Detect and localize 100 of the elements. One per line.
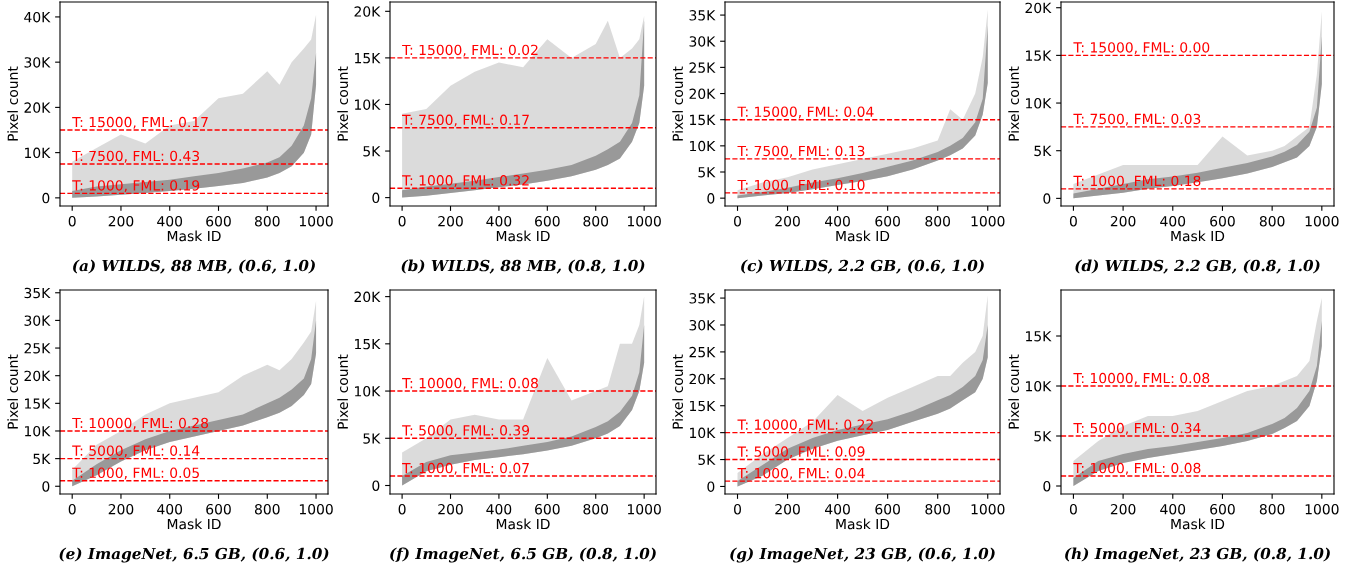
y-tick-label: 35K xyxy=(24,287,51,299)
x-axis-title: Mask ID xyxy=(496,518,550,530)
x-tick-label: 800 xyxy=(925,215,951,227)
x-tick-label: 200 xyxy=(438,503,463,515)
x-tick-label: 0 xyxy=(398,215,406,227)
ref-line-label: T: 5000, FML: 0.14 xyxy=(72,445,200,458)
x-tick-label: 1000 xyxy=(299,503,333,515)
x-axis-title: Mask ID xyxy=(836,518,890,530)
y-tick-label: 20K xyxy=(354,6,381,17)
text: (e) ImageNet, 6.5 GB, (0.6, 1.0) xyxy=(59,547,329,563)
y-tick-label: 0 xyxy=(372,192,380,204)
text: (d) WILDS, 2.2 GB, (0.8, 1.0) xyxy=(1075,259,1320,274)
y-tick-label: 15K xyxy=(355,53,381,64)
x-tick-label: 0 xyxy=(68,215,76,227)
x-tick-label: 600 xyxy=(206,215,231,227)
y-tick-label: 35K xyxy=(689,293,716,304)
x-tick-label: 0 xyxy=(68,503,76,515)
x-tick-label: 600 xyxy=(875,503,900,515)
y-tick-label: 20K xyxy=(1025,2,1052,14)
x-tick-label: 1000 xyxy=(1305,215,1339,227)
text: (h) ImageNet, 23 GB, (0.8, 1.0) xyxy=(1065,547,1330,563)
x-tick-label: 600 xyxy=(535,215,560,227)
y-tick-label: 5K xyxy=(363,433,381,444)
ref-line-label: T: 1000, FML: 0.10 xyxy=(737,179,865,192)
x-tick-label: 600 xyxy=(206,503,231,515)
x-tick-label: 400 xyxy=(1160,215,1186,227)
text: (b) WILDS, 88 MB, (0.8, 1.0) xyxy=(401,259,645,274)
x-tick-label: 1000 xyxy=(971,215,1005,227)
x-tick-label: 1000 xyxy=(299,215,333,227)
x-tick-label: 1000 xyxy=(1305,503,1339,515)
y-axis-title: Pixel count xyxy=(7,354,19,429)
ref-line-label: T: 15000, FML: 0.17 xyxy=(72,116,208,129)
x-tick-label: 800 xyxy=(1259,503,1285,515)
ref-line-label: T: 1000, FML: 0.19 xyxy=(72,180,200,193)
text: (a) WILDS, 88 MB, (0.6, 1.0) xyxy=(73,259,315,274)
y-tick-label: 0 xyxy=(1043,480,1051,492)
y-tick-label: 5K xyxy=(33,453,51,465)
x-axis-title: Mask ID xyxy=(1171,230,1225,242)
y-tick-label: 5K xyxy=(363,146,381,157)
x-axis-title: Mask ID xyxy=(836,230,890,242)
x-tick-label: 0 xyxy=(1069,503,1077,515)
y-axis-title: Pixel count xyxy=(1008,66,1020,141)
x-axis-title: Mask ID xyxy=(167,518,221,530)
y-tick-label: 10K xyxy=(1026,98,1052,109)
x-tick-label: 0 xyxy=(398,503,406,515)
x-tick-label: 600 xyxy=(1210,215,1235,227)
x-tick-label: 800 xyxy=(583,215,609,227)
y-tick-label: 30K xyxy=(24,315,51,326)
ref-line-label: T: 10000, FML: 0.28 xyxy=(72,417,209,430)
text: (c) WILDS, 2.2 GB, (0.6, 1.0) xyxy=(741,259,984,274)
x-tick-label: 200 xyxy=(775,215,800,227)
ref-line-label: T: 10000, FML: 0.08 xyxy=(1073,372,1210,385)
y-tick-label: 10K xyxy=(690,427,716,439)
x-tick-label: 600 xyxy=(1210,503,1235,515)
y-tick-label: 0 xyxy=(372,480,380,491)
y-tick-label: 5K xyxy=(698,454,716,466)
ref-line-label: T: 5000, FML: 0.09 xyxy=(737,446,865,459)
y-tick-label: 20K xyxy=(354,291,381,303)
x-tick-label: 1000 xyxy=(971,503,1005,515)
ref-line-label: T: 10000, FML: 0.22 xyxy=(737,419,873,432)
y-tick-label: 25K xyxy=(24,343,51,354)
x-axis-title: Mask ID xyxy=(167,230,221,242)
y-tick-label: 10K xyxy=(25,147,51,159)
ref-line-label: T: 7500, FML: 0.17 xyxy=(402,114,529,127)
y-tick-label: 35K xyxy=(689,10,716,21)
ref-line-label: T: 1000, FML: 0.07 xyxy=(402,462,529,475)
y-tick-label: 5K xyxy=(698,167,716,178)
y-tick-label: 25K xyxy=(689,62,716,73)
text: (f) ImageNet, 6.5 GB, (0.8, 1.0) xyxy=(390,547,656,563)
ref-line-label: T: 7500, FML: 0.03 xyxy=(1073,113,1201,126)
x-tick-label: 800 xyxy=(925,503,951,515)
y-tick-label: 15K xyxy=(690,400,716,412)
x-axis-title: Mask ID xyxy=(1171,518,1225,530)
y-tick-label: 15K xyxy=(1026,50,1052,61)
ref-line-label: T: 7500, FML: 0.13 xyxy=(737,145,865,158)
y-tick-label: 10K xyxy=(690,140,716,152)
x-tick-label: 400 xyxy=(825,215,850,227)
x-axis-title: Mask ID xyxy=(496,230,550,242)
y-axis-title: Pixel count xyxy=(7,66,19,141)
y-tick-label: 20K xyxy=(689,88,716,100)
ref-line-label: T: 7500, FML: 0.43 xyxy=(72,150,200,163)
x-tick-label: 0 xyxy=(1069,215,1077,227)
x-tick-label: 800 xyxy=(1259,215,1285,227)
x-tick-label: 1000 xyxy=(627,215,661,227)
x-tick-label: 200 xyxy=(438,215,463,227)
y-tick-label: 25K xyxy=(689,346,716,358)
y-tick-label: 0 xyxy=(1043,193,1051,204)
ref-line-label: T: 1000, FML: 0.08 xyxy=(1073,462,1201,475)
x-tick-label: 200 xyxy=(1110,215,1136,227)
ref-line-label: T: 15000, FML: 0.02 xyxy=(402,44,538,57)
y-tick-label: 20K xyxy=(689,373,716,385)
x-tick-label: 400 xyxy=(486,215,512,227)
x-tick-label: 0 xyxy=(734,215,742,227)
x-tick-label: 200 xyxy=(1110,503,1136,515)
y-tick-label: 0 xyxy=(707,193,715,204)
ref-line-label: T: 15000, FML: 0.00 xyxy=(1073,42,1210,55)
y-axis-title: Pixel count xyxy=(337,66,349,141)
y-tick-label: 10K xyxy=(25,425,51,437)
x-tick-label: 800 xyxy=(583,503,609,515)
ref-line-label: T: 1000, FML: 0.04 xyxy=(737,467,865,480)
